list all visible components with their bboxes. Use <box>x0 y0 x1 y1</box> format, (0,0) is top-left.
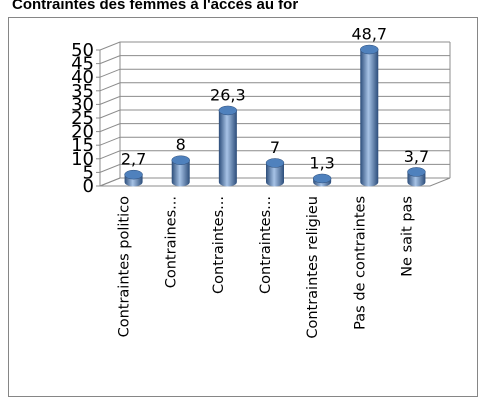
chart-frame <box>8 17 478 397</box>
data-label: 7 <box>270 138 280 157</box>
data-label: 26,3 <box>210 85 246 104</box>
bar-top <box>407 167 426 177</box>
bar-top <box>360 44 379 55</box>
gridline <box>99 136 450 146</box>
bar-body <box>266 162 284 187</box>
y-tick-label: 10 <box>71 149 94 170</box>
x-category-label: Contraintes... <box>258 196 274 294</box>
y-tick-label: 5 <box>83 162 94 183</box>
data-label: 48,7 <box>351 25 387 44</box>
bar <box>171 155 190 187</box>
gridline <box>99 55 450 65</box>
y-tick-label: 20 <box>71 122 94 143</box>
chart-title: Contraintes des femmes à l'accès au for <box>12 0 299 13</box>
x-category-label: Ne sait pas <box>399 196 415 277</box>
y-tick-label: 25 <box>71 108 94 129</box>
gridline <box>99 163 450 173</box>
bar <box>218 105 238 187</box>
gridline <box>99 150 450 160</box>
bar-top <box>312 173 332 184</box>
bar-top <box>218 105 238 116</box>
data-label: 2,7 <box>121 150 146 169</box>
gridline <box>99 68 450 78</box>
y-tick-label: 50 <box>71 40 94 61</box>
bar <box>407 167 426 187</box>
y-tick-label: 30 <box>71 94 94 115</box>
bar-body <box>218 110 237 187</box>
bar <box>312 173 332 187</box>
x-category-label: Pas de contraintes <box>352 196 368 330</box>
gridline <box>99 177 450 187</box>
bar-body <box>360 49 379 187</box>
y-tick-label: 40 <box>71 67 94 88</box>
x-category-label: Contraintes... <box>211 196 227 294</box>
bar <box>360 44 379 187</box>
bar-top <box>265 158 285 168</box>
bar-top <box>171 155 190 165</box>
gridline <box>99 41 450 51</box>
x-category-label: Contraines... <box>164 196 180 288</box>
data-label: 8 <box>176 135 186 154</box>
gridline <box>99 95 450 105</box>
gridline <box>99 82 450 92</box>
bar <box>265 158 285 187</box>
bar-body <box>171 160 190 187</box>
x-category-label: Contraintes politico <box>117 196 133 338</box>
bar-top <box>124 169 143 180</box>
y-tick-label: 35 <box>71 81 94 102</box>
gridline <box>99 123 450 133</box>
data-label: 1,3 <box>309 153 334 172</box>
x-category-label: Contraintes religieu <box>305 196 321 339</box>
y-tick-label: 45 <box>71 54 94 75</box>
data-label: 3,7 <box>404 147 429 166</box>
bar <box>124 169 143 187</box>
y-tick-label: 15 <box>71 135 94 156</box>
gridline <box>99 109 450 119</box>
y-tick-label: 0 <box>83 176 94 197</box>
